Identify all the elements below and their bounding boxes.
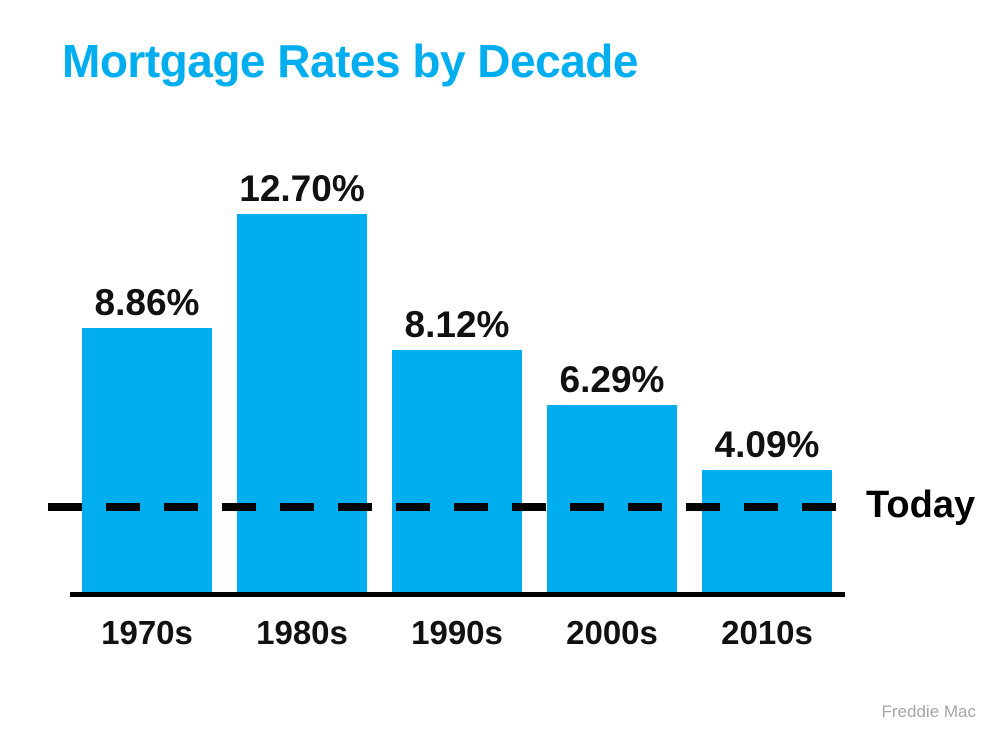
- x-axis-line: [70, 592, 845, 597]
- x-axis-tick-label: 1980s: [256, 614, 348, 651]
- x-axis-tick-label: 2010s: [721, 614, 813, 651]
- bar-group: 6.29%: [547, 359, 677, 592]
- today-line-label: Today: [866, 484, 976, 526]
- bar: [237, 214, 367, 592]
- x-axis-tick-label: 1990s: [411, 614, 503, 651]
- source-attribution: Freddie Mac: [881, 702, 976, 721]
- bar-group: 8.86%: [82, 282, 212, 592]
- x-axis-tick-label: 1970s: [101, 614, 193, 651]
- bar-group: 4.09%: [702, 424, 832, 592]
- bar: [82, 328, 212, 592]
- x-axis-tick-label: 2000s: [566, 614, 658, 651]
- x-axis-labels: 1970s 1980s 1990s 2000s 2010s: [82, 614, 832, 652]
- bar-value-label: 12.70%: [239, 168, 365, 210]
- bar-value-label: 8.86%: [94, 282, 200, 324]
- bar: [547, 405, 677, 592]
- bar-value-label: 4.09%: [714, 424, 820, 466]
- bar-value-label: 6.29%: [559, 359, 665, 401]
- bar-value-label: 8.12%: [404, 304, 510, 346]
- today-dashed-line: [48, 503, 848, 511]
- bar-group: 12.70%: [237, 168, 367, 592]
- bar-group: 8.12%: [392, 304, 522, 592]
- bar: [392, 350, 522, 592]
- chart-title: Mortgage Rates by Decade: [62, 35, 638, 87]
- bar: [702, 470, 832, 592]
- bar-series: 8.86% 12.70% 8.12% 6.29% 4.09%: [82, 168, 832, 592]
